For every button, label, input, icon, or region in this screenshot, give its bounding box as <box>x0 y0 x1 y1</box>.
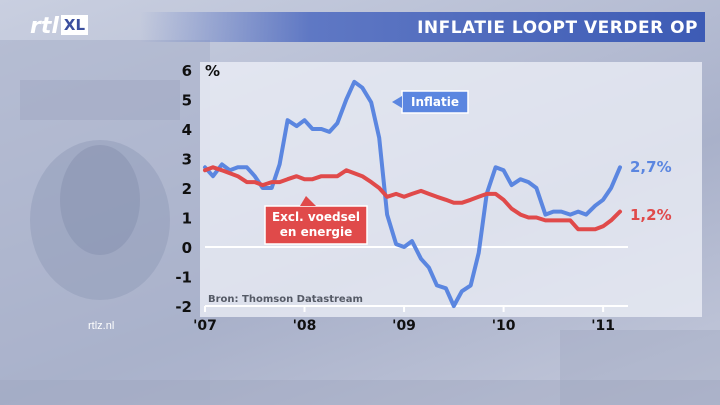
y-tick-label: 6 <box>182 62 192 80</box>
annotation-text: en energie <box>280 225 352 239</box>
x-tick-label: '11 <box>591 318 615 334</box>
source-note: Bron: Thomson Datastream <box>208 294 363 305</box>
x-axis-ticks: '07 '08 '09 '10 '11 <box>193 305 628 334</box>
annotation-pointer <box>300 196 316 206</box>
y-tick-label: -2 <box>175 298 192 316</box>
y-tick-label: 0 <box>182 239 192 257</box>
annotation-text: Excl. voedsel <box>272 210 360 224</box>
y-tick-label: 5 <box>182 92 192 110</box>
series-line-excl-voedsel-energie <box>203 165 622 232</box>
annotation-pointer <box>392 96 402 108</box>
series-layer <box>203 79 622 308</box>
annotation-text: Inflatie <box>411 95 459 109</box>
y-tick-label: -1 <box>175 269 192 287</box>
y-tick-label: 4 <box>182 121 192 139</box>
x-tick-label: '08 <box>293 318 317 334</box>
x-tick-label: '07 <box>193 318 217 334</box>
header-bar <box>140 12 705 42</box>
logo-badge: XL <box>60 15 89 35</box>
end-label-excl: 1,2% <box>630 206 672 224</box>
end-label-layer: 2,7% 1,2% <box>630 158 672 224</box>
end-label-inflatie: 2,7% <box>630 158 672 176</box>
annotation-inflatie: Inflatie <box>392 90 469 114</box>
rtl-logo: rtl XL <box>30 12 89 42</box>
y-tick-label: 2 <box>182 180 192 198</box>
x-tick-label: '09 <box>392 318 416 334</box>
y-tick-label: 1 <box>182 210 192 228</box>
y-axis-ticks: 6 5 4 3 2 1 0 -1 -2 <box>175 62 192 316</box>
site-url: rtlz.nl <box>88 320 115 332</box>
logo-text: rtl <box>30 14 59 39</box>
y-unit-label: % <box>205 62 220 80</box>
x-tick-label: '10 <box>492 318 516 334</box>
page-title: INFLATIE LOOPT VERDER OP <box>417 18 698 38</box>
y-tick-label: 3 <box>182 151 192 169</box>
